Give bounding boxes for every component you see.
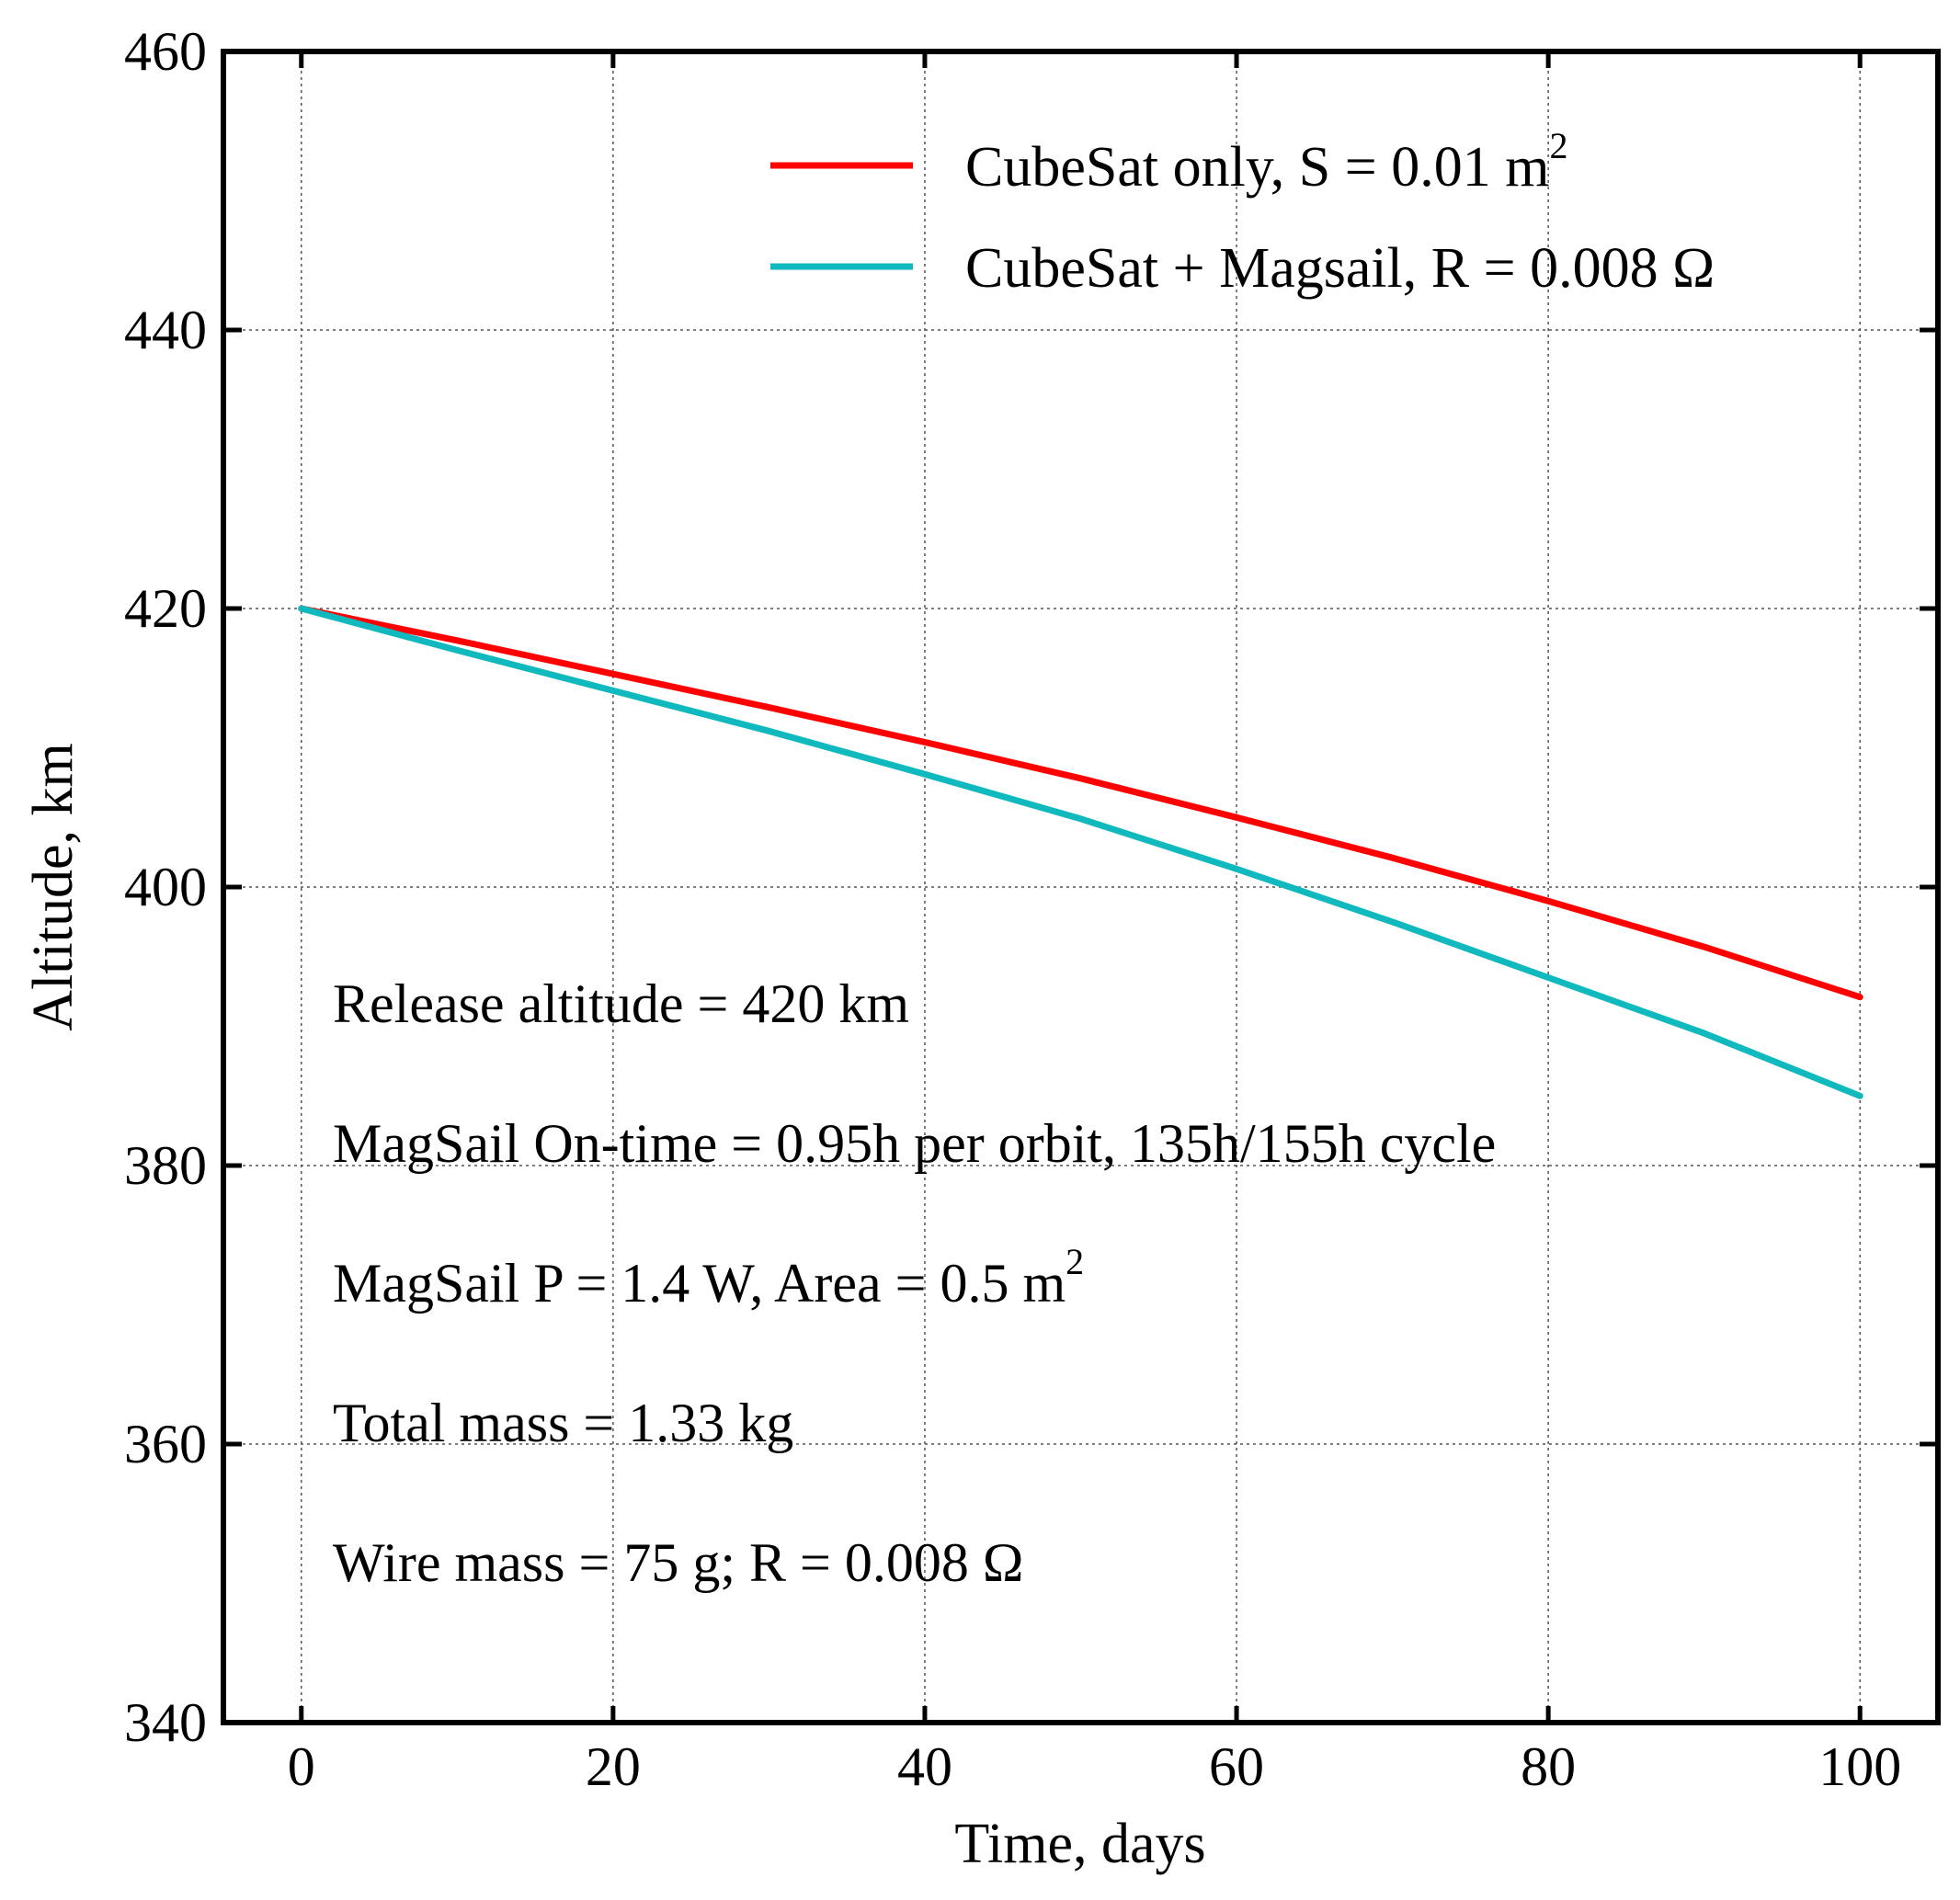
- annotation-4: Total mass = 1.33 kg: [333, 1393, 793, 1453]
- y-tick-label: 420: [124, 578, 207, 639]
- x-axis-title: Time, days: [954, 1813, 1205, 1875]
- y-tick-label: 440: [124, 300, 207, 360]
- x-tick-label: 20: [586, 1736, 641, 1797]
- annotation-1: Release altitude = 420 km: [333, 973, 909, 1034]
- x-tick-label: 60: [1209, 1736, 1264, 1797]
- y-tick-label: 460: [124, 21, 207, 82]
- legend: CubeSat only, S = 0.01 m2 CubeSat + Magsa…: [770, 125, 1715, 300]
- series-line-1: [298, 605, 1863, 1001]
- annotation-superscript: 2: [1065, 1241, 1084, 1282]
- y-tick-label: 340: [124, 1692, 207, 1753]
- legend-label-2: CubeSat + Magsail, R = 0.008 Ω: [965, 237, 1715, 300]
- x-tick-label: 100: [1818, 1736, 1901, 1797]
- annotation-2: MagSail On-time = 0.95h per orbit, 135h/…: [333, 1113, 1496, 1174]
- tick-labels: 0 20 40 60 80 100 340 360 380 400 420 440 460: [124, 21, 1901, 1797]
- x-tick-label: 80: [1521, 1736, 1576, 1797]
- plot-frame: [221, 49, 1941, 1725]
- grid-lines: [223, 51, 1938, 1723]
- x-tick-label: 40: [897, 1736, 952, 1797]
- series-line-2: [298, 605, 1863, 1099]
- legend-label-1: CubeSat only, S = 0.01 m2: [965, 125, 1567, 199]
- y-tick-label: 380: [124, 1135, 207, 1196]
- annotations: Release altitude = 420 km MagSail On-time…: [333, 973, 1496, 1593]
- y-tick-label: 400: [124, 857, 207, 917]
- x-tick-label: 0: [288, 1736, 315, 1797]
- y-tick-label: 360: [124, 1414, 207, 1474]
- annotation-3: MagSail P = 1.4 W, Area = 0.5 m2: [333, 1241, 1084, 1314]
- annotation-5: Wire mass = 75 g; R = 0.008 Ω: [333, 1532, 1023, 1593]
- y-axis-title: Altitude, km: [22, 743, 85, 1030]
- series-lines: [298, 605, 1863, 1099]
- legend-label-superscript: 2: [1549, 125, 1567, 166]
